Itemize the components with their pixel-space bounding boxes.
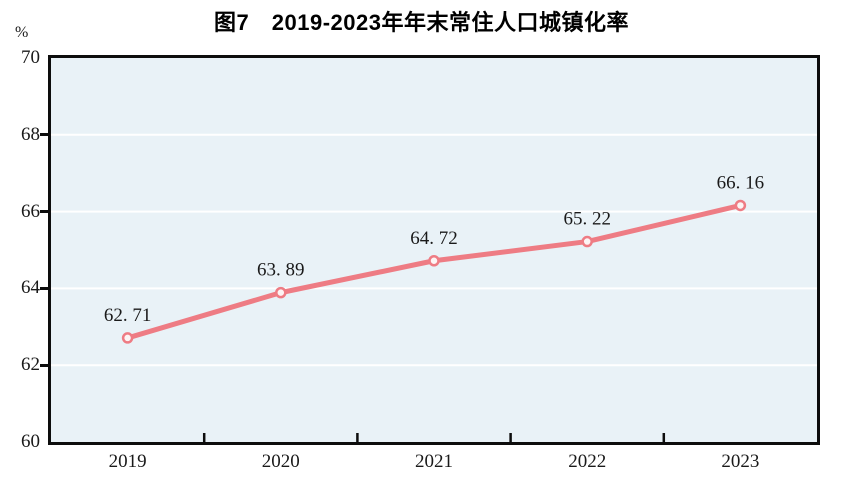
data-point-marker [275, 286, 287, 299]
data-point-marker [734, 199, 747, 212]
y-axis-unit-label: % [15, 24, 29, 41]
x-tick-label: 2021 [415, 451, 453, 472]
data-point-label: 65. 22 [563, 209, 611, 230]
chart-title: 图7 2019-2023年年末常住人口城镇化率 [214, 10, 629, 35]
plot-area: 62. 71 63. 89 64. 72 65. 22 66. 16 [48, 55, 820, 445]
y-tick-label: 68 [21, 123, 40, 145]
y-axis-tick-mark [40, 363, 48, 367]
y-tick-label: 60 [21, 431, 40, 452]
data-point-label: 62. 71 [104, 305, 152, 326]
x-tick-label: 2020 [261, 451, 300, 472]
y-axis-tick-mark [40, 210, 48, 214]
y-tick-label: 66 [21, 200, 40, 222]
x-tick-label: 2019 [108, 451, 147, 472]
data-point-marker [121, 332, 134, 344]
x-tick-label: 2022 [568, 451, 607, 472]
y-tick-label: 64 [21, 277, 40, 299]
data-point-marker [428, 255, 440, 267]
data-point-marker [581, 235, 593, 248]
data-point-label: 66. 16 [717, 172, 765, 193]
y-axis-tick-mark [40, 133, 48, 137]
line-chart: 62. 71 63. 89 64. 72 65. 22 66. 16 [51, 133, 817, 442]
y-tick-label: 62 [21, 354, 40, 376]
x-tick-label: 2023 [721, 451, 760, 472]
data-point-label: 63. 89 [257, 260, 305, 281]
y-tick-label: 70 [21, 47, 40, 68]
data-line [125, 202, 743, 341]
data-point-label: 64. 72 [410, 228, 458, 249]
y-axis-tick-mark [40, 286, 48, 290]
